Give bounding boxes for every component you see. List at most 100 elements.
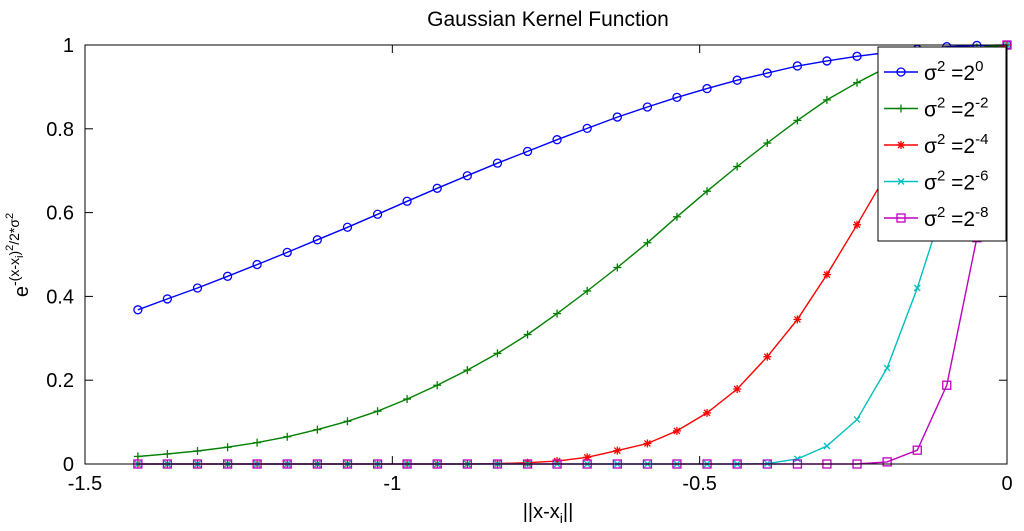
data-point xyxy=(822,56,832,66)
series-line xyxy=(137,44,1008,458)
data-point xyxy=(612,112,622,122)
data-point xyxy=(793,116,802,125)
data-point xyxy=(672,212,681,221)
x-axis-label-sub: i xyxy=(560,510,563,526)
data-point xyxy=(163,449,172,458)
y-tick-label: 0.4 xyxy=(46,286,74,308)
data-point xyxy=(896,67,906,77)
legend-label: σ2 =20 xyxy=(924,58,983,85)
data-point xyxy=(403,395,412,404)
legend-label-part: =2 xyxy=(945,62,975,85)
data-point xyxy=(733,162,742,171)
data-point xyxy=(522,146,533,157)
data-point xyxy=(897,141,905,149)
data-point xyxy=(897,178,905,185)
legend-label-part: =2 xyxy=(945,99,975,122)
legend-item: σ2 =2-6 xyxy=(884,168,988,195)
data-point xyxy=(372,209,383,219)
data-point xyxy=(703,187,712,196)
y-axis-label-sup: -(x-x xyxy=(6,258,22,286)
axis-layer: -1.5 -1 -0.5 0 0 0.2 0.4 0.6 0.8 1 xyxy=(46,35,1012,495)
data-point xyxy=(763,139,772,148)
data-point xyxy=(896,213,906,223)
legend-label-part: 2 xyxy=(937,131,945,148)
data-point xyxy=(897,104,905,113)
legend-label-part: =2 xyxy=(945,208,975,231)
plot-frame xyxy=(84,44,1008,465)
data-point xyxy=(222,271,233,281)
data-point xyxy=(283,432,292,441)
legend-label-part: -4 xyxy=(975,131,988,148)
legend-label: σ2 =2-6 xyxy=(924,168,988,195)
legend-label-part: σ xyxy=(924,99,937,122)
x-axis-label: ||x-xi|| xyxy=(523,501,574,526)
legend-label-part: σ xyxy=(924,135,937,158)
x-tick-label: 0 xyxy=(1001,473,1012,495)
legend-item: σ2 =2-8 xyxy=(884,204,988,231)
data-point xyxy=(343,417,352,426)
y-tick-label: 0.8 xyxy=(46,119,74,141)
data-point xyxy=(252,259,262,270)
data-point xyxy=(762,68,772,78)
data-point xyxy=(553,309,562,318)
chart-title: Gaussian Kernel Function xyxy=(427,8,669,31)
legend-label-part: =2 xyxy=(945,135,975,158)
data-point xyxy=(793,455,801,463)
legend-label-part: 2 xyxy=(937,204,945,221)
data-point xyxy=(793,315,802,324)
data-point xyxy=(733,384,742,393)
data-point xyxy=(882,457,892,467)
data-point xyxy=(462,171,472,181)
data-point xyxy=(582,123,592,134)
series-line xyxy=(137,44,1008,311)
data-point xyxy=(853,416,861,424)
x-tick-label: -1 xyxy=(383,473,401,495)
y-tick-label: 0.6 xyxy=(46,203,74,225)
legend-label-part: σ xyxy=(924,208,937,231)
y-tick-label: 0.2 xyxy=(46,370,74,392)
data-point xyxy=(193,447,202,456)
y-axis-label-base: e xyxy=(11,286,33,297)
legend-label: σ2 =2-8 xyxy=(924,204,988,231)
data-point xyxy=(822,270,831,279)
data-point xyxy=(703,408,712,417)
data-point xyxy=(853,220,862,229)
data-point xyxy=(672,92,682,103)
data-point xyxy=(792,61,803,71)
data-point xyxy=(253,438,262,447)
y-axis-label-sup-end: /2*σ xyxy=(6,219,22,245)
data-point xyxy=(342,222,353,232)
data-point xyxy=(133,452,142,461)
legend-label-part: -6 xyxy=(975,168,988,185)
y-axis-label-sup-mid: ) xyxy=(6,251,22,256)
y-axis-label-sup2: 2 xyxy=(4,245,16,251)
data-point xyxy=(912,445,922,455)
data-point xyxy=(493,349,502,358)
data-point xyxy=(613,446,622,455)
data-point xyxy=(223,443,232,452)
data-point xyxy=(942,380,952,390)
data-point xyxy=(313,425,322,434)
legend-label-part: 2 xyxy=(937,58,945,75)
data-point xyxy=(133,305,143,315)
legend-label: σ2 =2-4 xyxy=(924,131,988,158)
y-axis-label-sup-sub: i xyxy=(14,256,26,258)
legend-label-part: σ xyxy=(924,62,937,85)
legend-label-part: 0 xyxy=(975,58,983,75)
legend-label-part: σ xyxy=(924,172,937,195)
y-axis-label-sup3: 2 xyxy=(4,213,16,219)
data-point xyxy=(162,294,173,304)
data-point xyxy=(463,366,472,375)
data-point xyxy=(643,238,652,247)
data-point xyxy=(312,235,322,245)
data-point xyxy=(702,83,712,94)
legend-label-part: 2 xyxy=(937,95,945,112)
legend-item: σ2 =2-2 xyxy=(884,95,988,122)
data-point xyxy=(763,352,772,361)
data-point xyxy=(583,286,592,295)
legend-item: σ2 =20 xyxy=(884,58,983,85)
plot-area xyxy=(85,45,1007,464)
y-axis-label: e-(x-xi)2/2*σ2 xyxy=(4,213,33,297)
